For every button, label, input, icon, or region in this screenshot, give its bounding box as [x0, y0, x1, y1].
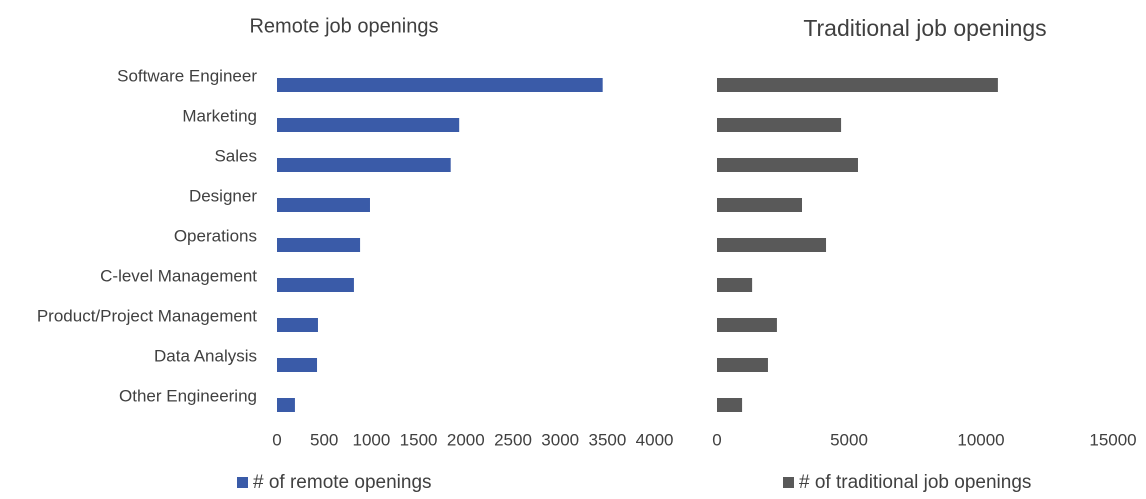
bar — [277, 198, 370, 212]
bar — [277, 358, 318, 372]
bar — [717, 398, 743, 412]
bar — [277, 398, 295, 412]
bar — [277, 158, 451, 172]
x-tick-label: 0 — [272, 430, 281, 449]
y-tick-label: Operations — [174, 226, 257, 245]
bar — [277, 118, 460, 132]
x-tick-label: 3000 — [541, 430, 579, 449]
bar — [717, 278, 753, 292]
x-tick-label: 15000 — [1089, 430, 1136, 449]
chart-title: Traditional job openings — [803, 15, 1046, 41]
legend-swatch — [237, 477, 248, 488]
bar — [717, 198, 803, 212]
x-tick-label: 4000 — [636, 430, 674, 449]
legend-label: # of remote openings — [253, 472, 432, 493]
x-tick-label: 0 — [712, 430, 721, 449]
x-tick-label: 1000 — [352, 430, 390, 449]
x-tick-label: 2500 — [494, 430, 532, 449]
bar — [717, 118, 842, 132]
bar — [277, 318, 318, 332]
x-tick-label: 2000 — [447, 430, 485, 449]
bar — [277, 238, 361, 252]
x-tick-label: 3500 — [588, 430, 626, 449]
legend-swatch — [783, 477, 794, 488]
x-tick-label: 10000 — [957, 430, 1004, 449]
y-tick-label: Other Engineering — [119, 386, 257, 405]
x-tick-label: 1500 — [400, 430, 438, 449]
x-tick-label: 5000 — [830, 430, 868, 449]
legend-label: # of traditional job openings — [799, 472, 1031, 493]
y-tick-label: Sales — [214, 146, 257, 165]
bar — [277, 78, 603, 92]
bar — [717, 238, 827, 252]
y-tick-label: Product/Project Management — [37, 306, 257, 325]
x-tick-label: 500 — [310, 430, 338, 449]
bar — [717, 318, 777, 332]
y-tick-label: Marketing — [182, 106, 257, 125]
y-tick-label: Software Engineer — [117, 66, 257, 85]
y-tick-label: Designer — [189, 186, 257, 205]
bar — [277, 278, 354, 292]
bar — [717, 158, 858, 172]
bar — [717, 358, 768, 372]
y-tick-label: C-level Management — [100, 266, 257, 285]
y-tick-label: Data Analysis — [154, 346, 257, 365]
chart-title: Remote job openings — [249, 15, 438, 37]
bar — [717, 78, 998, 92]
